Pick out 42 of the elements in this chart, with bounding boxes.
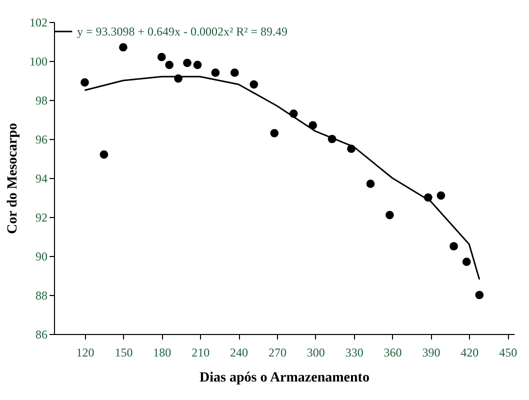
x-tick-label: 360 (384, 346, 402, 360)
y-axis-title: Cor do Mesocarpo (6, 123, 20, 234)
x-tick-label: 300 (306, 346, 325, 360)
point (270, 128, 279, 138)
x-tick-label: 330 (345, 346, 364, 360)
point (211, 68, 220, 77)
y-tick-label: 88 (36, 288, 48, 302)
line-series (84, 76, 480, 280)
legend-label: y = 93.3098 + 0.649x - 0.0002x² R² = 89.49 (77, 24, 288, 38)
y-tick-label: 102 (30, 16, 48, 30)
point (462, 258, 471, 266)
y-tick-label: 96 (36, 132, 48, 146)
x-tick-label: 210 (192, 346, 210, 360)
point (366, 180, 375, 188)
point (230, 68, 239, 77)
point (100, 150, 108, 159)
point (165, 60, 174, 70)
y-tick-label: 100 (30, 54, 48, 68)
x-axis-title: Dias após o Armazenamento (200, 370, 370, 386)
point (193, 60, 202, 70)
point (157, 52, 166, 62)
x-tick-label: 390 (422, 346, 440, 360)
x-tick-label: 120 (76, 346, 94, 360)
x-tick-label: 240 (230, 346, 248, 360)
point (119, 43, 128, 52)
point (450, 242, 458, 250)
y-tick-label: 94 (36, 172, 48, 186)
x-tick-label: 180 (153, 346, 172, 360)
y-tick-label: 86 (36, 328, 48, 342)
x-tick-label: 420 (460, 346, 479, 360)
y-tick-label: 92 (36, 210, 48, 224)
point (183, 58, 192, 68)
x-tick-label: 450 (499, 346, 518, 360)
point (475, 290, 484, 300)
point (386, 210, 394, 220)
point (80, 78, 89, 87)
x-tick-label: 150 (114, 346, 133, 360)
y-tick-label: 90 (36, 250, 48, 264)
y-tick-label: 98 (36, 94, 48, 108)
x-tick-label: 270 (268, 346, 286, 360)
point (250, 80, 258, 89)
point (436, 191, 446, 200)
